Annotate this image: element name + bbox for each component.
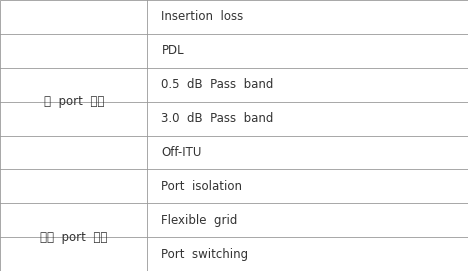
Text: 3.0  dB  Pass  band: 3.0 dB Pass band	[161, 112, 274, 125]
Text: PDL: PDL	[161, 44, 184, 57]
Text: Insertion  loss: Insertion loss	[161, 11, 244, 23]
Text: Port  isolation: Port isolation	[161, 180, 242, 193]
Text: Off-ITU: Off-ITU	[161, 146, 202, 159]
Text: 0.5  dB  Pass  band: 0.5 dB Pass band	[161, 78, 274, 91]
Text: 전체  port  측정: 전체 port 측정	[40, 231, 107, 244]
Text: 각  port  측정: 각 port 측정	[44, 95, 104, 108]
Text: Port  switching: Port switching	[161, 248, 249, 260]
Text: Flexible  grid: Flexible grid	[161, 214, 238, 227]
